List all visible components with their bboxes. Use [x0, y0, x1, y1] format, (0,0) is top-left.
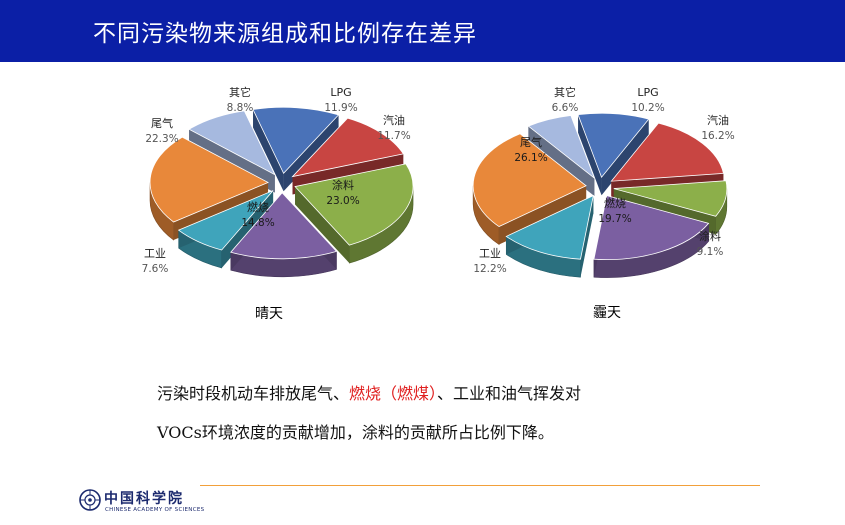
slice-label-燃烧: 燃烧: [604, 196, 626, 210]
pie-slice-涂料: [294, 163, 414, 264]
slice-value-工业: 12.2%: [473, 263, 506, 275]
slice-label-尾气: 尾气: [151, 116, 173, 130]
logo-text-en: CHINESE ACADEMY OF SCIENCES: [105, 507, 205, 513]
pie-slice-燃烧: [230, 192, 338, 278]
slice-value-其它: 6.6%: [552, 102, 579, 114]
footer-divider: [200, 485, 760, 486]
summary-line-2: VOCs环境浓度的贡献增加，涂料的贡献所占比例下降。: [157, 423, 554, 442]
logo-text-cn: 中国科学院: [104, 491, 184, 507]
title-bar: 不同污染物来源组成和比例存在差异: [0, 0, 845, 62]
slice-value-尾气: 26.1%: [514, 152, 547, 164]
slice-value-涂料: 9.1%: [697, 246, 724, 258]
slice-value-燃烧: 19.7%: [598, 213, 631, 225]
slice-value-尾气: 22.3%: [145, 133, 178, 145]
slice-value-LPG: 11.9%: [324, 102, 357, 114]
pie-slice-其它: [527, 115, 596, 197]
summary-line-1: 污染时段机动车排放尾气、燃烧（燃煤）、工业和油气挥发对: [157, 380, 581, 404]
pie-slice-燃烧: [593, 195, 710, 278]
pie-charts: LPG 11.9% 汽油 11.7% 涂料 23.0% 燃烧 14.8% 工业 7.6% 尾气 22.…: [142, 85, 735, 278]
slice-label-其它: 其它: [554, 85, 576, 99]
summary-line-1-c: 、工业和油气挥发对: [437, 384, 582, 403]
slice-value-LPG: 10.2%: [631, 102, 664, 114]
slice-label-汽油: 汽油: [383, 113, 405, 127]
slice-value-工业: 7.6%: [142, 263, 169, 275]
summary-line-1-a: 污染时段机动车排放尾气、: [157, 384, 350, 403]
slice-value-燃烧: 14.8%: [241, 217, 274, 229]
page-title: 不同污染物来源组成和比例存在差异: [93, 21, 477, 47]
slice-value-其它: 8.8%: [227, 102, 254, 114]
slice-label-工业: 工业: [144, 247, 166, 260]
slice-label-LPG: LPG: [637, 86, 658, 99]
chart-caption-sunny: 晴天: [255, 306, 283, 322]
slice-label-工业: 工业: [479, 247, 501, 260]
summary-line-1-highlight: 燃烧（燃煤）: [349, 384, 438, 403]
chart-caption-haze: 霾天: [593, 305, 621, 321]
slice-label-涂料: 涂料: [699, 229, 721, 243]
pie-slice-涂料: [613, 180, 728, 236]
slice-value-汽油: 16.2%: [701, 130, 734, 142]
cas-emblem-icon: [79, 489, 101, 511]
slice-label-燃烧: 燃烧: [247, 200, 269, 214]
slice-label-涂料: 涂料: [332, 178, 354, 192]
pie-slice-工业: [505, 194, 594, 278]
slice-value-汽油: 11.7%: [377, 130, 410, 142]
slice-label-其它: 其它: [229, 85, 251, 99]
slice-value-涂料: 23.0%: [326, 195, 359, 207]
slice-label-LPG: LPG: [330, 86, 351, 99]
slice-label-汽油: 汽油: [707, 113, 729, 127]
pie-slice-LPG: [577, 112, 650, 196]
slice-label-尾气: 尾气: [520, 135, 542, 149]
